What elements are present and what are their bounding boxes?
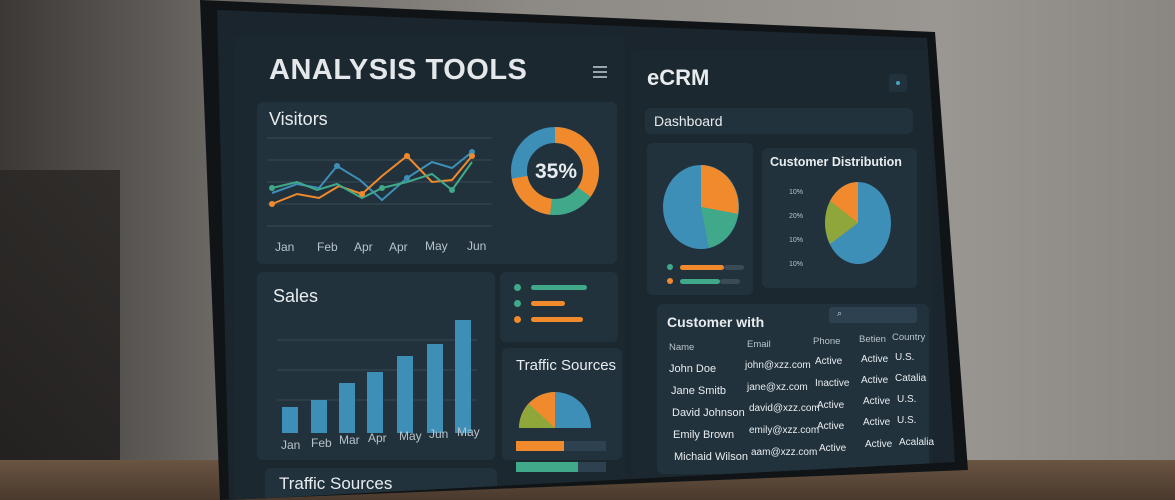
sales-month-1: Jan <box>281 438 301 452</box>
table-row-1-phone: Active <box>815 356 843 367</box>
customer-distribution-pie <box>825 181 891 264</box>
table-row-4-country: U.S. <box>897 415 917 426</box>
table-row-2-email: jane@xz.com <box>747 382 808 393</box>
sales-month-3: Mar <box>339 433 360 447</box>
background-shelf <box>0 170 120 500</box>
table-row-5-email: aam@xzz.com <box>751 447 818 458</box>
traffic-sources-title: Traffic Sources <box>516 357 617 374</box>
table-row-2-country: Catalia <box>895 373 927 384</box>
table-row-4-email: emily@xzz.com <box>749 425 820 436</box>
sales-month-7: May <box>457 425 480 439</box>
table-row-3-phone: Active <box>817 400 845 411</box>
customer-table-card <box>657 304 929 474</box>
monitor-screen: ANALYSIS TOOLS Visitors Jan Feb Apr Apr … <box>217 10 955 500</box>
ecrm-settings-button[interactable] <box>889 74 907 92</box>
table-row-4-status: Active <box>863 417 891 428</box>
donut-percentage-label: 35% <box>535 160 578 183</box>
table-row-4-name: Emily Brown <box>673 429 735 441</box>
traffic-sources-bottom-title: Traffic Sources <box>279 474 393 493</box>
table-row-3-email: david@xzz.com <box>749 403 820 414</box>
table-row-2-status: Active <box>861 375 889 386</box>
ecrm-pie-chart <box>663 165 739 249</box>
traffic-bar-1 <box>516 441 606 451</box>
table-row-3-status: Active <box>863 396 891 407</box>
table-header-country: Country <box>892 332 926 343</box>
table-row-1-email: john@xzz.com <box>745 360 811 371</box>
table-row-1-name: John Doe <box>669 363 717 375</box>
customer-table-title: Customer with <box>667 314 765 330</box>
sales-month-4: Apr <box>368 431 387 445</box>
visitors-title: Visitors <box>269 109 328 129</box>
search-icon: ⌕ <box>837 308 843 318</box>
distribution-tick-2: 20% <box>789 213 804 220</box>
sales-title: Sales <box>273 286 319 306</box>
ecrm-title: eCRM <box>647 65 710 90</box>
table-row-2-name: Jane Smitb <box>671 385 727 397</box>
distribution-tick-4: 10% <box>789 261 804 268</box>
sales-month-2: Feb <box>311 436 332 450</box>
visitors-month-5: May <box>425 239 448 253</box>
dashboard-bar[interactable] <box>645 108 913 134</box>
table-header-name: Name <box>669 342 695 353</box>
table-row-5-phone: Active <box>819 443 847 454</box>
traffic-sources-gauge <box>519 392 591 428</box>
traffic-bar-2 <box>516 462 606 472</box>
table-row-3-name: David Johnson <box>672 407 745 419</box>
table-header-email: Email <box>747 339 771 350</box>
visitors-month-4: Apr <box>389 240 408 254</box>
sales-month-5: May <box>399 429 422 443</box>
legend-card <box>500 272 618 342</box>
dashboard-label: Dashboard <box>654 113 723 129</box>
table-row-5-status: Active <box>865 439 893 450</box>
table-row-2-phone: Inactive <box>815 378 850 389</box>
table-row-3-country: U.S. <box>897 394 917 405</box>
table-row-4-phone: Active <box>817 421 845 432</box>
customer-distribution-title: Customer Distribution <box>770 155 902 169</box>
table-header-phone: Phone <box>813 336 841 347</box>
sales-month-6: Jun <box>429 427 449 441</box>
visitors-month-3: Apr <box>354 240 373 254</box>
distribution-tick-3: 10% <box>789 237 804 244</box>
table-row-1-status: Active <box>861 354 889 365</box>
table-header-betien: Betien <box>859 334 886 345</box>
hamburger-icon[interactable] <box>593 66 607 78</box>
dot-icon <box>896 81 900 85</box>
table-search-input[interactable]: ⌕ <box>829 307 917 323</box>
table-row-5-country: Acalalia <box>899 437 935 448</box>
distribution-tick-1: 10% <box>789 189 804 196</box>
visitors-month-1: Jan <box>275 240 295 254</box>
visitors-month-2: Feb <box>317 240 338 254</box>
page-title: ANALYSIS TOOLS <box>269 54 528 86</box>
visitors-donut-chart <box>511 127 599 215</box>
table-row-1-country: U.S. <box>895 352 915 363</box>
visitors-month-6: Jun <box>467 239 487 253</box>
sales-bar-chart <box>277 320 477 433</box>
visitors-line-chart <box>267 137 492 227</box>
table-row-5-name: Michaid Wilson <box>674 451 748 463</box>
